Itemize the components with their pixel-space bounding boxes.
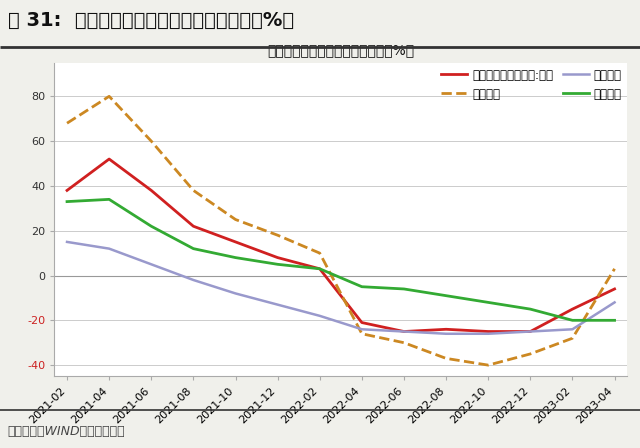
国内贷款 bbox=[147, 262, 155, 267]
自筹资金 bbox=[63, 199, 71, 204]
房地产开发资金来源:累计 bbox=[63, 188, 71, 193]
房地产开发资金来源:累计 bbox=[358, 320, 365, 325]
自筹资金 bbox=[189, 246, 197, 251]
Line: 房地产开发资金来源:累计: 房地产开发资金来源:累计 bbox=[67, 159, 614, 332]
国内贷款 bbox=[63, 239, 71, 245]
国内贷款 bbox=[527, 329, 534, 334]
自筹资金 bbox=[316, 266, 324, 271]
其他资金 bbox=[147, 138, 155, 144]
国内贷款 bbox=[274, 302, 282, 307]
自筹资金 bbox=[442, 293, 450, 298]
国内贷款 bbox=[358, 327, 365, 332]
自筹资金 bbox=[232, 255, 239, 260]
其他资金 bbox=[63, 121, 71, 126]
Line: 自筹资金: 自筹资金 bbox=[67, 199, 614, 320]
国内贷款 bbox=[106, 246, 113, 251]
自筹资金 bbox=[568, 318, 576, 323]
其他资金 bbox=[568, 336, 576, 341]
自筹资金 bbox=[611, 318, 618, 323]
房地产开发资金来源:累计 bbox=[274, 255, 282, 260]
国内贷款 bbox=[442, 331, 450, 336]
自筹资金 bbox=[527, 306, 534, 312]
Text: 资料来源：WIND，财信研究院: 资料来源：WIND，财信研究院 bbox=[8, 425, 125, 438]
自筹资金 bbox=[400, 286, 408, 292]
国内贷款 bbox=[232, 291, 239, 296]
国内贷款 bbox=[316, 313, 324, 319]
Line: 其他资金: 其他资金 bbox=[67, 96, 614, 365]
房地产开发资金来源:累计 bbox=[189, 224, 197, 229]
自筹资金 bbox=[106, 197, 113, 202]
国内贷款 bbox=[484, 331, 492, 336]
房地产开发资金来源:累计 bbox=[106, 156, 113, 162]
房地产开发资金来源:累计 bbox=[147, 188, 155, 193]
房地产开发资金来源:累计 bbox=[568, 306, 576, 312]
其他资金 bbox=[189, 188, 197, 193]
其他资金 bbox=[232, 217, 239, 222]
房地产开发资金来源:累计 bbox=[442, 327, 450, 332]
其他资金 bbox=[484, 362, 492, 368]
Legend: 房地产开发资金来源:累计, 其他资金, 国内贷款, 自筹资金: 房地产开发资金来源:累计, 其他资金, 国内贷款, 自筹资金 bbox=[442, 69, 621, 100]
自筹资金 bbox=[484, 300, 492, 305]
自筹资金 bbox=[358, 284, 365, 289]
国内贷款 bbox=[400, 329, 408, 334]
其他资金 bbox=[527, 351, 534, 357]
Title: 房地产开发资金来源：累计增速（%）: 房地产开发资金来源：累计增速（%） bbox=[268, 43, 414, 57]
国内贷款 bbox=[189, 277, 197, 283]
房地产开发资金来源:累计 bbox=[400, 329, 408, 334]
房地产开发资金来源:累计 bbox=[232, 239, 239, 245]
房地产开发资金来源:累计 bbox=[527, 329, 534, 334]
其他资金 bbox=[274, 233, 282, 238]
国内贷款 bbox=[611, 300, 618, 305]
其他资金 bbox=[611, 266, 618, 271]
房地产开发资金来源:累计 bbox=[484, 329, 492, 334]
自筹资金 bbox=[274, 262, 282, 267]
其他资金 bbox=[106, 94, 113, 99]
房地产开发资金来源:累计 bbox=[611, 286, 618, 292]
Text: 图 31:  房地产开发资金来源细项累计增速（%）: 图 31: 房地产开发资金来源细项累计增速（%） bbox=[8, 11, 294, 30]
其他资金 bbox=[358, 331, 365, 336]
Line: 国内贷款: 国内贷款 bbox=[67, 242, 614, 334]
其他资金 bbox=[316, 250, 324, 256]
房地产开发资金来源:累计 bbox=[316, 266, 324, 271]
其他资金 bbox=[400, 340, 408, 345]
自筹资金 bbox=[147, 224, 155, 229]
其他资金 bbox=[442, 356, 450, 361]
国内贷款 bbox=[568, 327, 576, 332]
